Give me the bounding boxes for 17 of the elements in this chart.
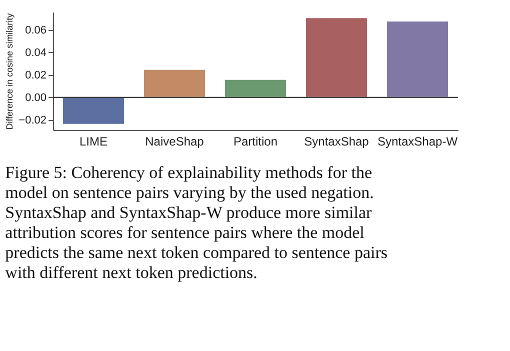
y-tick-label: 0.00 — [25, 92, 46, 104]
bar — [386, 20, 449, 98]
x-tick-label: Partition — [233, 134, 278, 148]
y-tick-label: 0.06 — [25, 24, 46, 36]
x-tick-label: NaiveShap — [145, 134, 204, 148]
y-axis-title: Difference in cosine similarity — [4, 12, 15, 130]
y-tick-label: 0.04 — [25, 46, 46, 59]
bar — [62, 96, 125, 125]
bar — [224, 78, 287, 98]
y-tick-label: −0.02 — [18, 114, 46, 126]
bar — [305, 17, 368, 98]
y-tick-label: 0.02 — [25, 69, 46, 82]
x-tick-label: LIME — [79, 134, 108, 148]
bar — [143, 68, 206, 98]
x-tick-label: SyntaxShap-W — [377, 134, 458, 148]
caption: Figure 5: Coherency of explainability methods for the model on sentence pairs varying by the used negation. SyntaxShap and SyntaxShap-W produce more similar attribution scores for sentence pairs where the model predicts the same next token compared to sentence pairs with different next token predictions. — [5, 163, 388, 282]
x-tick-label: SyntaxShap — [304, 134, 370, 148]
